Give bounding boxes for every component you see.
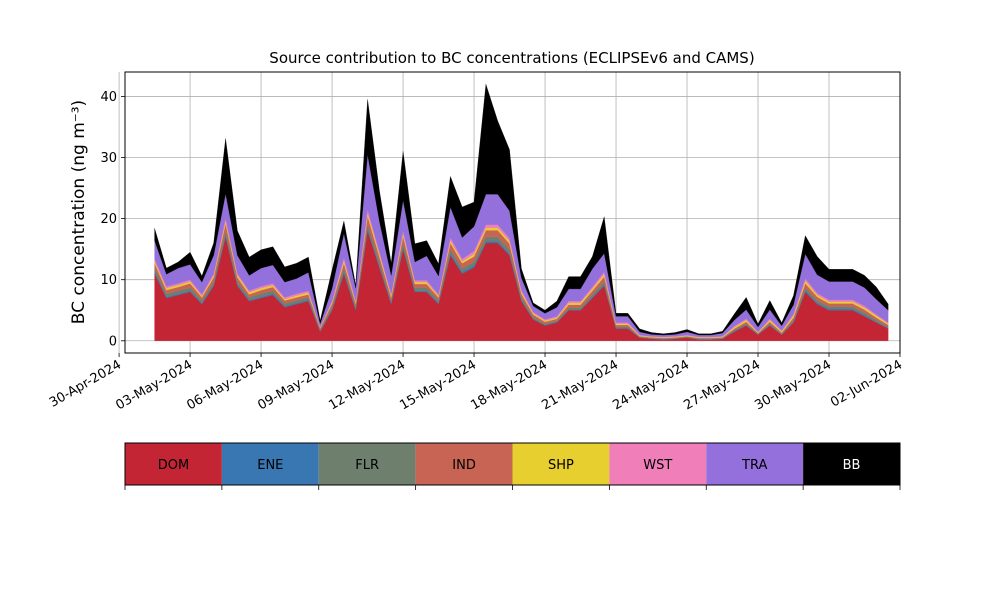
y-axis-label: BC concentration (ng m⁻³) xyxy=(69,100,89,324)
x-tick-label: 15-May-2024 xyxy=(397,357,479,413)
y-tick-label: 30 xyxy=(100,151,117,166)
x-tick-label: 02-Jun-2024 xyxy=(828,357,905,410)
plot-frame xyxy=(124,71,901,354)
x-tick-label: 30-May-2024 xyxy=(752,357,834,413)
legend-swatch-ind xyxy=(415,443,513,485)
x-tick-label: 09-May-2024 xyxy=(255,357,337,413)
legend-swatch-shp xyxy=(512,443,610,485)
x-tick-label: 24-May-2024 xyxy=(610,357,692,413)
legend-swatch-tra xyxy=(706,443,804,485)
legend-label-bb: BB xyxy=(843,458,861,473)
legend-label-flr: FLR xyxy=(355,458,379,473)
x-tick-label: 18-May-2024 xyxy=(468,357,550,413)
x-tick-label: 21-May-2024 xyxy=(539,357,621,413)
legend-swatch-flr xyxy=(318,443,416,485)
legend-swatch-dom xyxy=(125,443,222,485)
legend: DOM ENE FLR IND SHP WST TRA BB xyxy=(124,442,901,490)
chart-title: Source contribution to BC concentrations… xyxy=(269,49,754,67)
x-tick-label: 06-May-2024 xyxy=(184,357,266,413)
legend-label-ene: ENE xyxy=(257,458,283,473)
y-tick-label: 40 xyxy=(100,90,117,105)
x-tick-label: 27-May-2024 xyxy=(681,357,763,413)
legend-label-wst: WST xyxy=(643,458,672,473)
x-tick-label: 03-May-2024 xyxy=(113,357,195,413)
y-tick-label: 0 xyxy=(109,334,117,349)
legend-swatch-bb xyxy=(803,443,900,485)
legend-label-shp: SHP xyxy=(548,458,574,473)
x-tick-label: 12-May-2024 xyxy=(326,357,408,413)
area-bb xyxy=(154,84,889,336)
x-tick-label: 30-Apr-2024 xyxy=(47,357,124,410)
y-tick-label: 20 xyxy=(100,212,117,227)
legend-swatch-ene xyxy=(221,443,319,485)
legend-label-ind: IND xyxy=(452,458,476,473)
legend-label-dom: DOM xyxy=(158,458,189,473)
x-axis: 30-Apr-202403-May-202406-May-202409-May-… xyxy=(47,353,905,413)
y-axis: 0 10 20 30 40 xyxy=(100,90,125,349)
legend-label-tra: TRA xyxy=(741,458,767,473)
y-tick-label: 10 xyxy=(100,273,117,288)
legend-swatch-wst xyxy=(609,443,707,485)
stacked-areas xyxy=(154,84,889,341)
